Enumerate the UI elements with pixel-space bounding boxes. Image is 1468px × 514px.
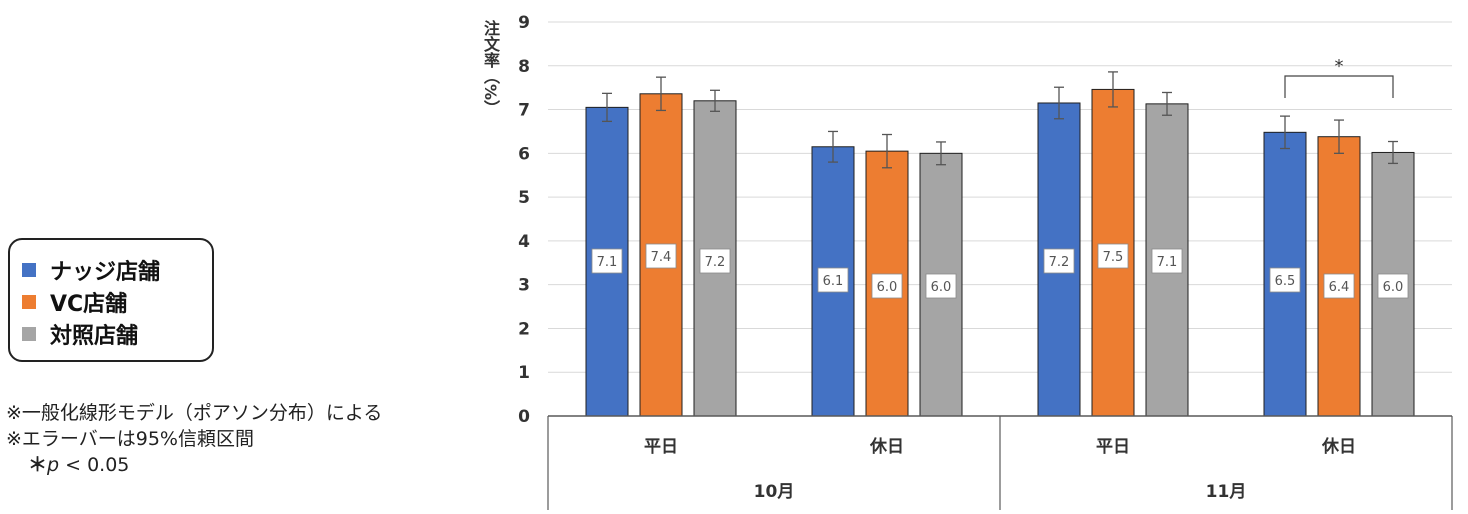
- data-label: 6.4: [1329, 280, 1350, 295]
- data-label: 6.0: [877, 280, 898, 295]
- x-group-label: 10月: [754, 482, 795, 502]
- data-label: 7.4: [651, 250, 672, 265]
- footnotes: ※一般化線形モデル（ポアソン分布）による ※エラーバーは95%信頼区間 ＊p <…: [6, 400, 382, 478]
- x-group-label: 11月: [1206, 482, 1247, 502]
- y-tick-label: 7: [518, 101, 530, 121]
- y-tick-label: 6: [518, 144, 530, 164]
- data-label-box: [1323, 273, 1355, 299]
- data-label-box: [871, 273, 903, 299]
- legend-swatch-control: [22, 327, 36, 341]
- y-tick-label: 2: [518, 319, 530, 339]
- legend: ナッジ店舗 VC店舗 対照店舗: [8, 238, 214, 362]
- note-significance: ＊p < 0.05: [6, 452, 382, 478]
- bar-chart: 0 1 2 3 4 5 6 7 8 9 7.1 6.1 7.2 6.5 7.4 6.0 7.5 6.4 7.2 6.0…: [518, 13, 1453, 510]
- y-tick-label: 0: [518, 407, 530, 427]
- legend-item-nudge: ナッジ店舗: [22, 254, 212, 286]
- legend-item-control: 対照店舗: [22, 318, 212, 350]
- x-category-label: 平日: [1096, 437, 1130, 457]
- data-label: 7.1: [1157, 255, 1178, 270]
- legend-label-control: 対照店舗: [50, 324, 139, 349]
- data-label-box: [1097, 243, 1129, 269]
- data-label-box: [1269, 267, 1301, 293]
- data-label: 6.1: [823, 274, 844, 289]
- note-model: ※一般化線形モデル（ポアソン分布）による: [6, 402, 383, 424]
- data-label: 7.5: [1103, 250, 1124, 265]
- data-label-box: [591, 248, 623, 274]
- data-label-box: [925, 273, 957, 299]
- data-label-box: [817, 267, 849, 293]
- data-label: 7.2: [1049, 255, 1070, 270]
- y-tick-label: 4: [518, 232, 530, 252]
- legend-label-vc: VC店舗: [50, 292, 128, 317]
- y-axis-title: 注文率（%）: [481, 20, 500, 117]
- y-tick-label: 3: [518, 276, 530, 296]
- legend-swatch-nudge: [22, 263, 36, 277]
- significance-star: *: [1335, 56, 1344, 77]
- legend-label-nudge: ナッジ店舗: [50, 260, 161, 285]
- significance-bracket: [1284, 75, 1394, 98]
- y-tick-label: 5: [518, 188, 530, 208]
- data-label: 6.5: [1275, 274, 1296, 289]
- x-category-label: 休日: [1321, 436, 1356, 457]
- note-sig-threshold: < 0.05: [59, 454, 130, 476]
- note-sig-p: p: [47, 454, 60, 476]
- note-sig-star: ＊: [28, 454, 48, 476]
- x-category-label: 休日: [869, 436, 904, 457]
- data-label-box: [645, 243, 677, 269]
- data-label: 7.2: [705, 255, 726, 270]
- data-label: 6.0: [931, 280, 952, 295]
- legend-swatch-vc: [22, 295, 36, 309]
- x-category-label: 平日: [644, 437, 678, 457]
- legend-item-vc: VC店舗: [22, 286, 212, 318]
- y-tick-label: 1: [518, 363, 530, 383]
- y-tick-label: 8: [518, 57, 530, 77]
- data-label: 7.1: [597, 255, 618, 270]
- data-label-box: [699, 248, 731, 274]
- data-label-box: [1377, 273, 1409, 299]
- data-label-box: [1151, 248, 1183, 274]
- data-label: 6.0: [1383, 280, 1404, 295]
- y-tick-label: 9: [518, 13, 530, 33]
- note-error-bar: ※エラーバーは95%信頼区間: [6, 428, 254, 450]
- data-label-box: [1043, 248, 1075, 274]
